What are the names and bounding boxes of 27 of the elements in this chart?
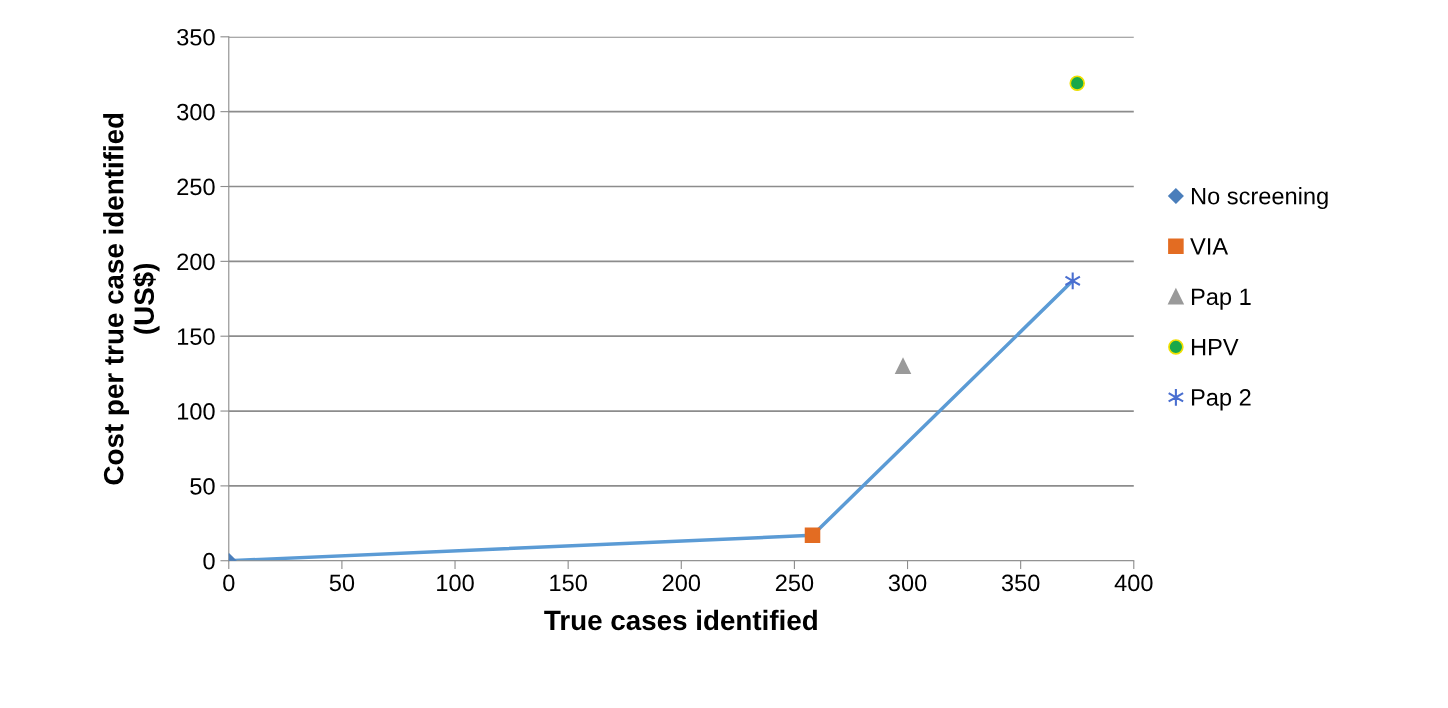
point bbox=[1069, 75, 1086, 91]
y-tick-label: 300 bbox=[177, 103, 215, 121]
legend-label: VIA bbox=[1190, 238, 1229, 255]
y-tick-label: 150 bbox=[178, 328, 215, 345]
point bbox=[895, 358, 911, 374]
point bbox=[804, 527, 821, 544]
legend-label: HPV bbox=[1191, 338, 1239, 356]
legend-label: No screening bbox=[1191, 187, 1328, 210]
y-tick-label: 350 bbox=[177, 28, 215, 46]
x-tick-label: 0 bbox=[223, 574, 235, 592]
y-tick-label: 200 bbox=[177, 253, 215, 271]
x-tick-label: 50 bbox=[329, 574, 355, 592]
x-tick-label: 250 bbox=[775, 574, 814, 592]
x-axis-title: True cases identified bbox=[544, 609, 817, 631]
y-axis-title: Cost per true case identified (US$) bbox=[103, 113, 160, 485]
y-tick-label: 0 bbox=[203, 552, 215, 570]
x-tick-label: 300 bbox=[888, 574, 927, 592]
y-tick-label: 250 bbox=[177, 178, 215, 196]
legend-label: Pap 1 bbox=[1191, 288, 1251, 310]
x-tick-label: 100 bbox=[437, 574, 474, 592]
x-tick-label: 200 bbox=[662, 574, 701, 592]
x-tick-label: 350 bbox=[1001, 574, 1040, 592]
legend-label: Pap 2 bbox=[1191, 389, 1251, 411]
y-tick-label: 50 bbox=[190, 477, 215, 495]
y-tick-label: 100 bbox=[178, 403, 215, 420]
x-tick-label: 400 bbox=[1114, 574, 1153, 592]
x-tick-label: 150 bbox=[550, 574, 587, 592]
